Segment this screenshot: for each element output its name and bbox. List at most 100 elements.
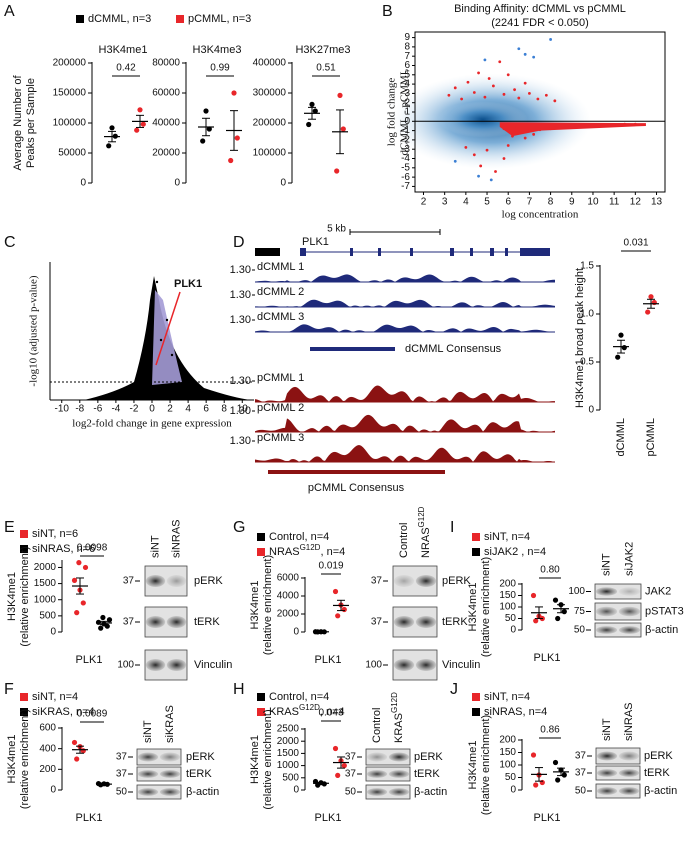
y-tick-label: -1 [401,125,410,136]
y-tick-label: 0 [404,116,410,127]
legend-swatch [472,548,480,556]
y-tick-label: 100 [499,602,516,613]
gene-label: PLK1 [302,236,329,248]
lane-label: siNT [600,553,612,576]
legend-label: KRASG12D, n=4 [269,703,345,718]
legend-label-suffix: , n=4 [320,706,345,718]
legend-swatch [257,533,265,541]
data-point [555,777,561,783]
y-tick-label: 300000 [253,88,287,99]
legend-label: siNRAS, n=6 [32,543,95,555]
lane-label: KRASG12D [390,692,405,743]
data-point [648,294,654,300]
y-axis-label: H3K4me1 broad peak height [574,268,586,408]
exon [520,248,550,256]
data-point [137,107,143,113]
legend-label-main: dCMML, n=3 [88,13,151,25]
marker-label: 37 [116,752,128,763]
track-label: dCMML 3 [257,311,304,323]
y-tick-label: 5 [404,69,410,80]
marker-label: 37 [371,576,383,587]
y-tick-label: 2000 [277,736,300,747]
y-tick-label: 20000 [152,148,180,159]
annotation: PLK1 [174,278,202,290]
x-tick-label: -2 [129,404,138,415]
lane-label-main: siNRAS [623,702,635,741]
y-tick-label: 2000 [277,609,300,620]
p-value: 0.86 [540,725,560,736]
data-point [464,145,468,149]
y-tick-label: 0 [510,785,516,796]
y-tick-label: 50 [505,613,517,624]
panel-letter: J [450,681,458,698]
exon [255,248,280,256]
data-point [506,144,510,147]
blot-band [618,787,640,795]
track-scale: 1.30 [230,435,251,447]
y-tick-label: 3 [404,88,410,99]
legend-label: NRASG12D, n=4 [269,543,345,558]
legend-label: dCMML, n=3 [88,13,151,25]
data-point [453,86,457,90]
legend-label: siNT, n=4 [32,691,78,703]
band-label: pERK [414,751,443,763]
marker-label: 37 [345,752,357,763]
blot-band [366,752,388,762]
marker-label: 50 [116,787,128,798]
lane-label-main: siKRAS [164,705,176,743]
blot-band [595,606,618,617]
y-tick-label: 600 [39,723,56,734]
legend-label-main: siNRAS, n=4 [484,706,547,718]
p-value: 0.019 [318,561,343,572]
blot-band [415,616,437,628]
legend-label-main: siNT, n=4 [484,531,530,543]
y-tick-label: 200 [39,764,56,775]
y-axis-label: Average Number of [12,74,24,170]
data-point [489,178,493,182]
lane-label-main: siNT [149,535,161,558]
lane-label: Control [398,523,410,558]
y-tick-label: 1.0 [580,309,594,320]
band-label: Vinculin [442,659,480,671]
lane-label: siJAK2 [623,542,635,576]
y-axis-label: (relative enrichment) [262,555,274,655]
y-tick-label: 7 [404,51,410,62]
exon [300,248,306,256]
data-point [453,159,457,163]
y-axis-label: (relative enrichment) [480,557,492,657]
blot-band [618,751,640,761]
signal-track [255,414,555,432]
track-label: pCMML 1 [257,372,304,384]
legend-label-suffix: , n=4 [320,546,345,558]
legend-label-main: pCMML, n=3 [188,13,251,25]
y-tick-label: 9 [404,32,410,43]
legend-label: siNT, n=4 [484,531,530,543]
x-tick-label: PLK1 [315,812,342,824]
y-tick-label: 4 [404,79,410,90]
track-scale: 1.30 [230,405,251,417]
exon [410,248,413,256]
band-label: pERK [186,751,215,763]
panel-letter: I [450,519,454,536]
data-point [519,131,523,134]
marker-label: 37 [575,751,587,762]
marker-label: 37 [345,769,357,780]
data-point [231,90,237,96]
x-tick-label: 10 [587,197,599,208]
data-point [494,170,497,173]
data-point [602,123,605,127]
data-point [618,332,624,338]
data-point [460,97,464,101]
legend-label-superscript: G12D [299,703,320,712]
y-axis-label: log fold change [386,78,398,147]
x-tick-label: 2 [421,197,427,208]
y-tick-label: 200000 [53,58,87,69]
data-point [530,752,537,758]
y-tick-label: 0 [280,178,286,189]
y-tick-label: 4000 [277,591,300,602]
blot-band [596,751,618,761]
legend-label-main: siNT, n=4 [484,691,530,703]
panel-letter: H [233,681,245,698]
consensus-label: pCMML Consensus [308,482,405,494]
data-point [106,143,112,149]
